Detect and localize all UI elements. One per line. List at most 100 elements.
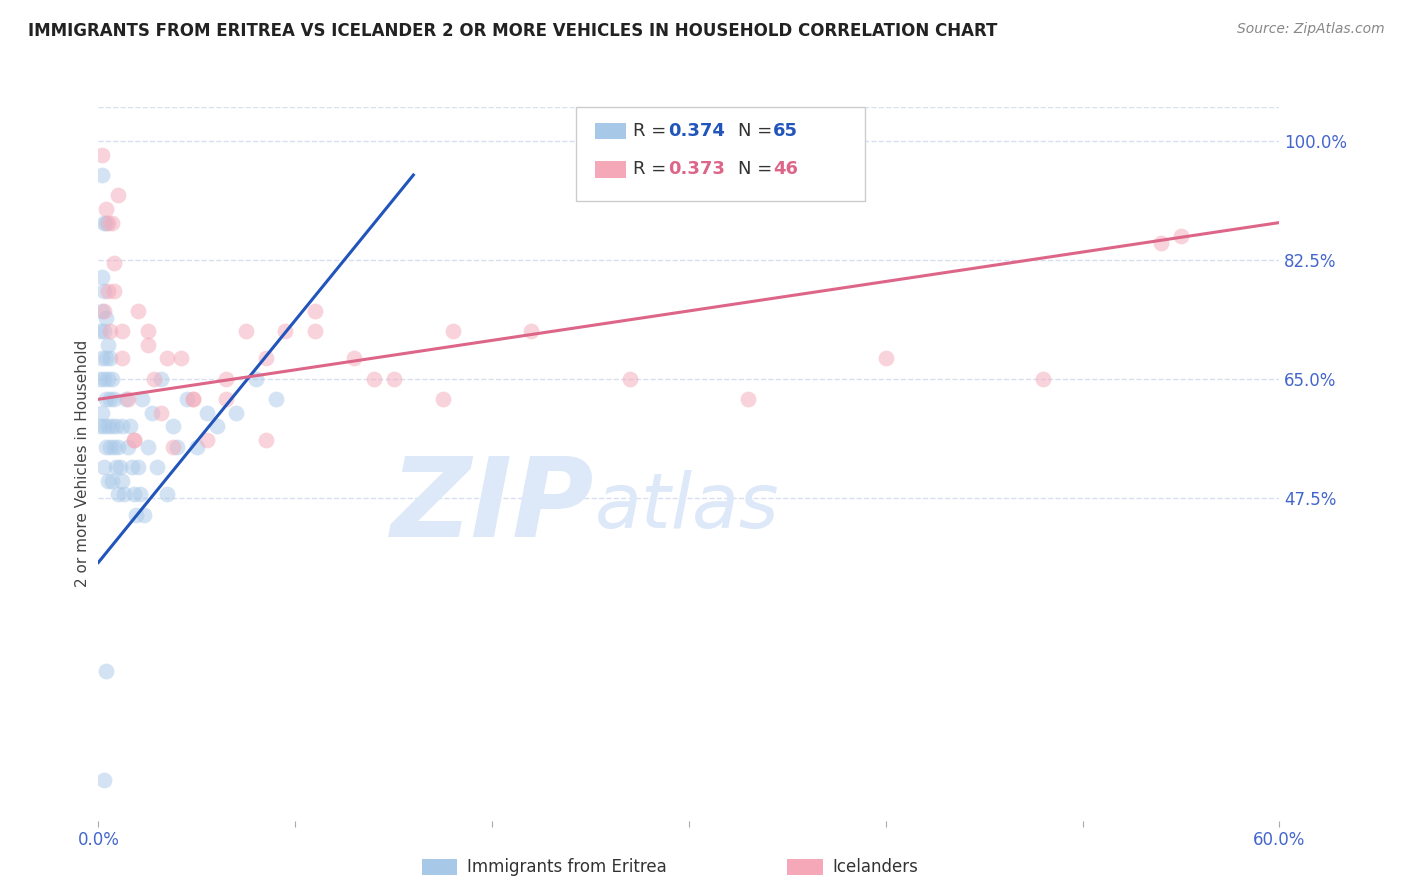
Point xyxy=(215,372,238,386)
Point xyxy=(195,406,218,420)
Point xyxy=(111,419,134,434)
Point xyxy=(97,372,120,386)
Text: R =: R = xyxy=(633,161,672,178)
Point xyxy=(875,351,897,366)
Point xyxy=(128,487,150,501)
Point xyxy=(737,392,759,407)
Point xyxy=(118,419,141,434)
Point xyxy=(170,351,193,366)
Point xyxy=(93,304,115,318)
Text: 65: 65 xyxy=(773,122,799,140)
Point xyxy=(215,392,238,407)
Point xyxy=(98,440,121,454)
Point xyxy=(101,216,124,230)
Point xyxy=(111,351,134,366)
Point xyxy=(162,419,184,434)
Point xyxy=(176,392,198,407)
Point xyxy=(101,474,124,488)
Point xyxy=(96,310,118,325)
Point xyxy=(162,440,184,454)
Text: IMMIGRANTS FROM ERITREA VS ICELANDER 2 OR MORE VEHICLES IN HOUSEHOLD CORRELATION: IMMIGRANTS FROM ERITREA VS ICELANDER 2 O… xyxy=(28,22,997,40)
Text: R =: R = xyxy=(633,122,672,140)
Point xyxy=(245,372,267,386)
Point xyxy=(96,392,118,407)
Text: 0.374: 0.374 xyxy=(668,122,724,140)
Point xyxy=(122,487,145,501)
Point xyxy=(107,188,129,202)
Point xyxy=(195,433,218,447)
Point xyxy=(254,433,277,447)
Point xyxy=(96,351,118,366)
Point xyxy=(93,372,115,386)
Point xyxy=(432,392,454,407)
Point xyxy=(343,351,366,366)
Point xyxy=(1032,372,1054,386)
Point xyxy=(91,304,114,318)
Point xyxy=(89,419,111,434)
Point xyxy=(103,256,125,270)
Point xyxy=(141,406,163,420)
Point xyxy=(150,372,173,386)
Point xyxy=(98,351,121,366)
Point xyxy=(101,372,124,386)
Point xyxy=(91,147,114,161)
Point xyxy=(93,772,115,787)
Point xyxy=(117,440,139,454)
Point xyxy=(205,419,228,434)
Point xyxy=(127,304,149,318)
Point xyxy=(96,216,118,230)
Point xyxy=(264,392,287,407)
Point xyxy=(156,487,179,501)
Point xyxy=(98,324,121,338)
Point xyxy=(136,440,159,454)
Text: N =: N = xyxy=(738,161,778,178)
Point xyxy=(103,284,125,298)
Point xyxy=(225,406,247,420)
Point xyxy=(181,392,204,407)
Point xyxy=(97,216,120,230)
Point xyxy=(105,419,128,434)
Point xyxy=(96,440,118,454)
Text: 0.373: 0.373 xyxy=(668,161,724,178)
Text: ZIP: ZIP xyxy=(391,453,595,560)
Point xyxy=(93,284,115,298)
Point xyxy=(131,392,153,407)
Point xyxy=(254,351,277,366)
Point xyxy=(91,168,114,182)
Point xyxy=(101,419,124,434)
Point xyxy=(105,460,128,475)
Point xyxy=(96,202,118,216)
Point xyxy=(112,487,135,501)
Point xyxy=(127,460,149,475)
Point xyxy=(136,324,159,338)
Point xyxy=(274,324,297,338)
Point xyxy=(1170,229,1192,244)
Point xyxy=(111,474,134,488)
Point xyxy=(97,284,120,298)
Text: 46: 46 xyxy=(773,161,799,178)
Point xyxy=(363,372,385,386)
Text: atlas: atlas xyxy=(595,470,779,543)
Point xyxy=(619,372,641,386)
Point xyxy=(103,440,125,454)
Point xyxy=(97,338,120,352)
Text: Immigrants from Eritrea: Immigrants from Eritrea xyxy=(467,858,666,876)
Point xyxy=(93,216,115,230)
Point xyxy=(111,324,134,338)
Point xyxy=(150,406,173,420)
Point xyxy=(235,324,257,338)
Point xyxy=(121,460,143,475)
Point xyxy=(186,440,208,454)
Point xyxy=(97,474,120,488)
Point xyxy=(304,304,326,318)
Point xyxy=(304,324,326,338)
Text: Icelanders: Icelanders xyxy=(832,858,918,876)
Point xyxy=(132,508,155,522)
Point xyxy=(93,324,115,338)
Point xyxy=(441,324,464,338)
Text: N =: N = xyxy=(738,122,778,140)
Point xyxy=(382,372,405,386)
Point xyxy=(156,351,179,366)
Point xyxy=(93,460,115,475)
Y-axis label: 2 or more Vehicles in Household: 2 or more Vehicles in Household xyxy=(75,340,90,588)
